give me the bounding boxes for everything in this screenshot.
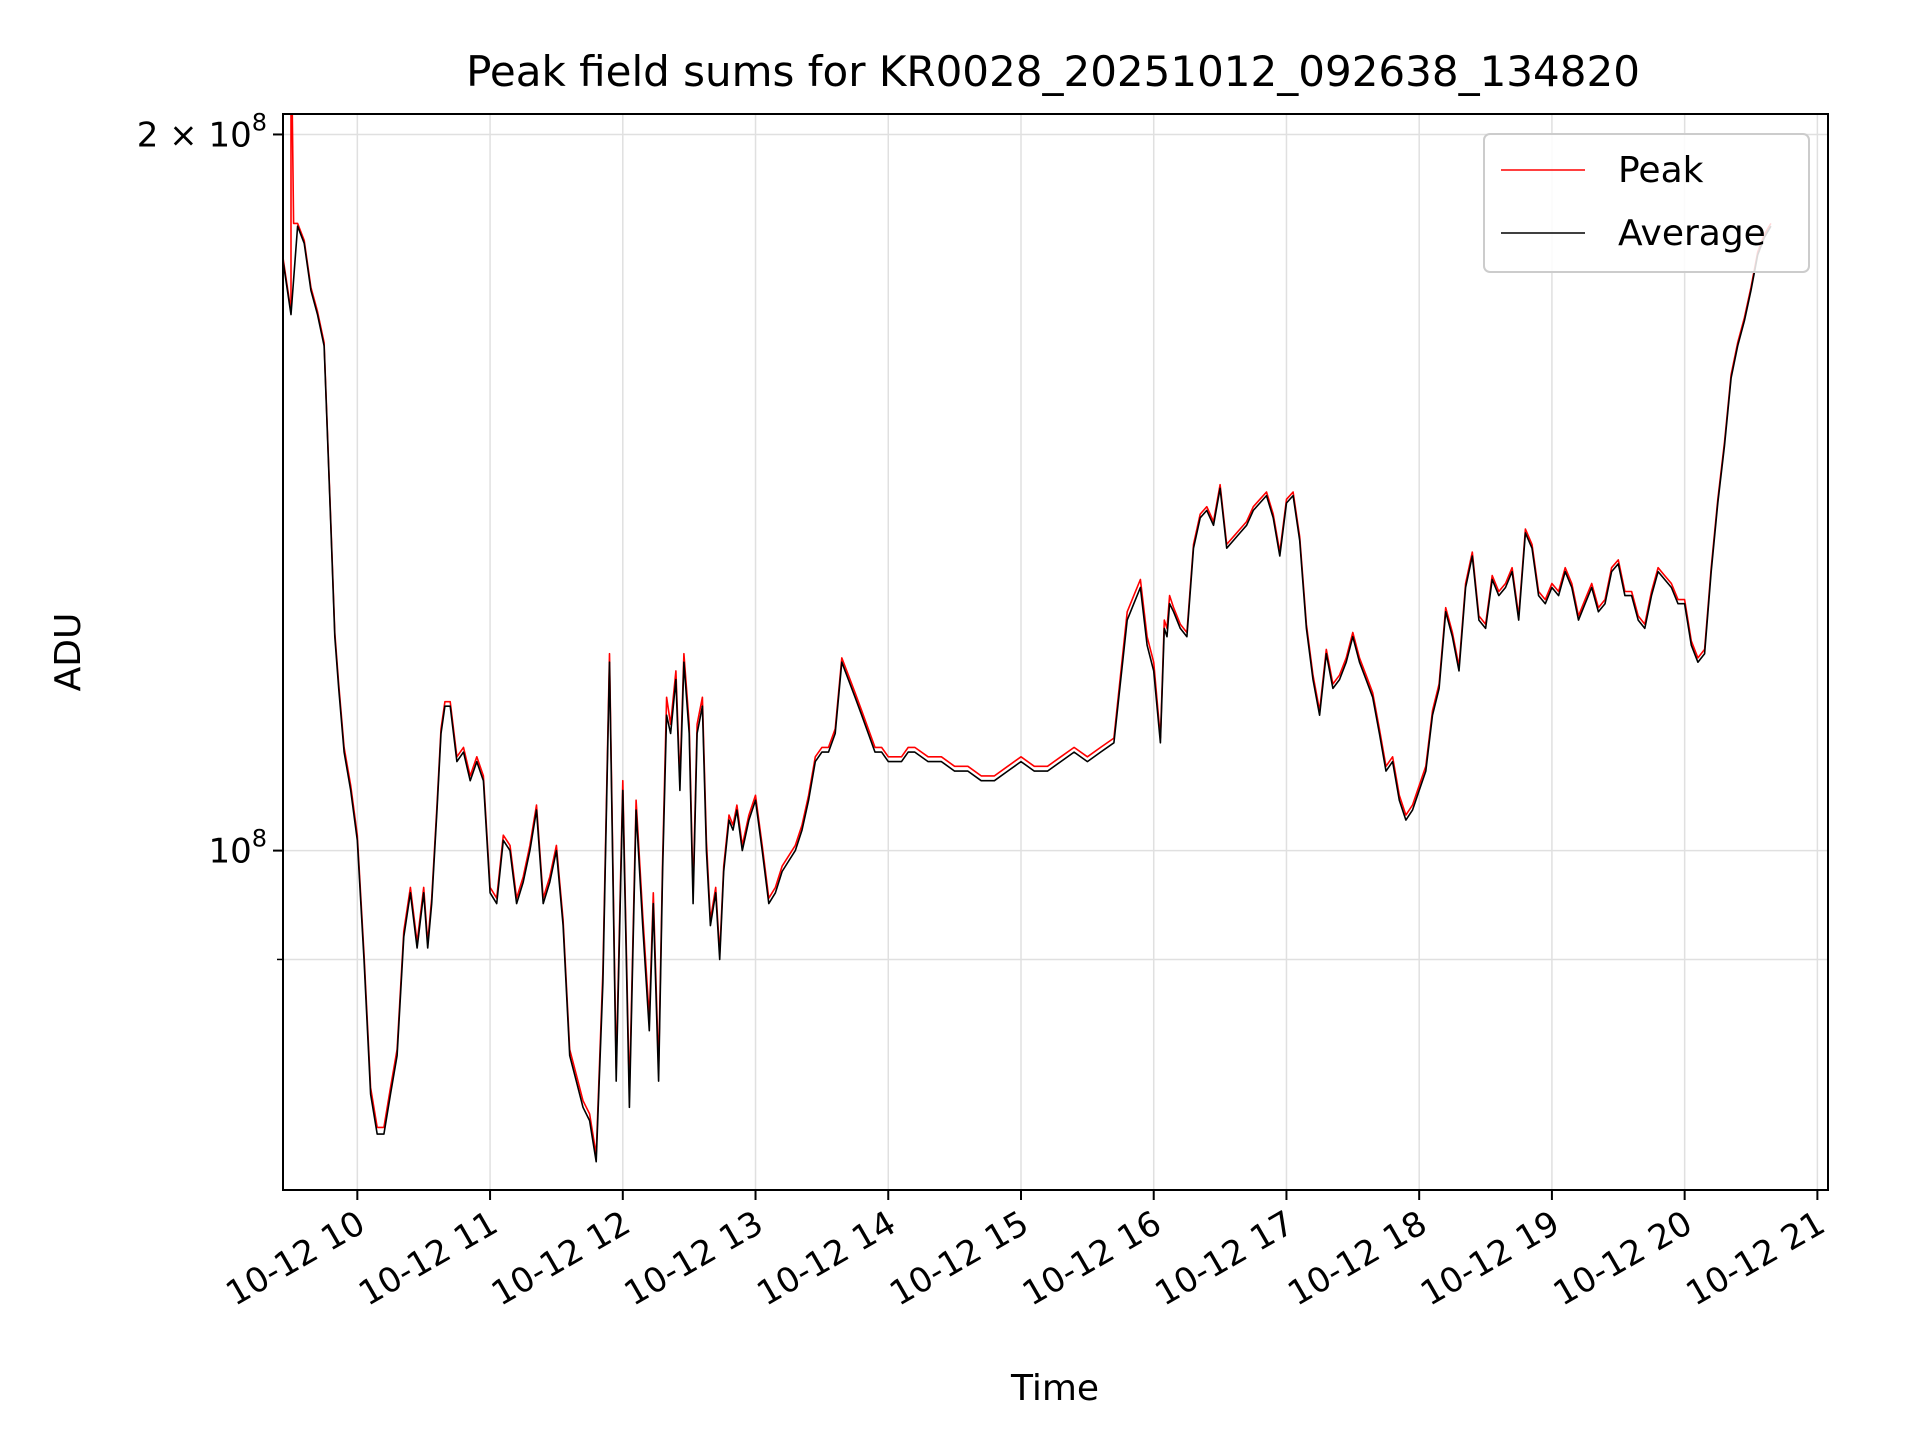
grid xyxy=(283,114,1828,1190)
series-line-average xyxy=(282,225,1772,1163)
legend-label-peak: Peak xyxy=(1618,150,1704,191)
legend-box xyxy=(1483,133,1810,273)
y-axis-label: ADU xyxy=(48,613,89,692)
legend-label-average: Average xyxy=(1618,213,1766,254)
chart-title: Peak field sums for KR0028_20251012_0926… xyxy=(466,47,1640,96)
y-tick-label: 2 × 108 xyxy=(137,108,267,155)
x-axis-label: Time xyxy=(1010,1368,1099,1409)
y-tick-label: 108 xyxy=(208,825,267,872)
plot-frame xyxy=(282,113,1829,1191)
legend: Peak Average xyxy=(1483,133,1810,273)
series-lines xyxy=(282,113,1772,1163)
